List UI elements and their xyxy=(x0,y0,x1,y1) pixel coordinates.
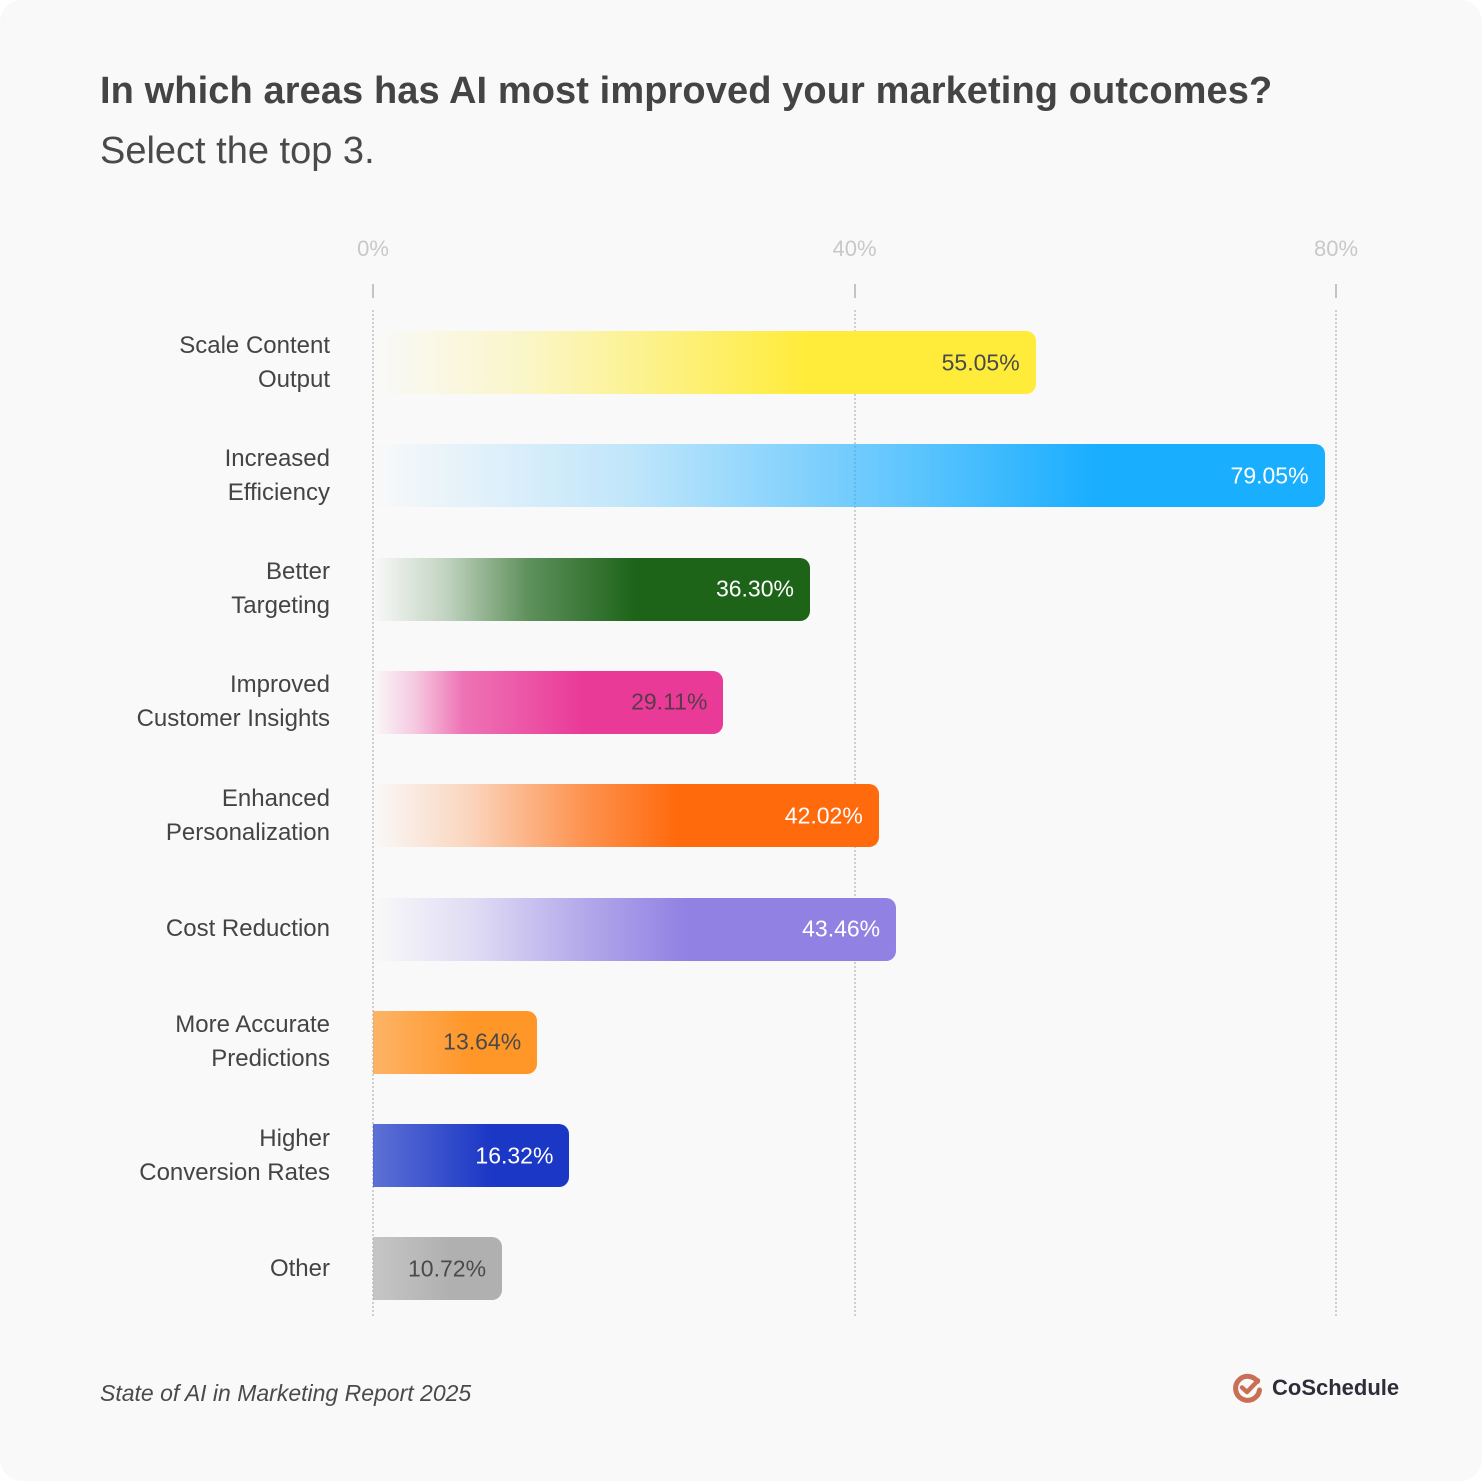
x-tick-label: 80% xyxy=(1313,236,1359,261)
brand-name: CoSchedule xyxy=(1272,1375,1400,1400)
category-label-line: Higher xyxy=(259,1124,330,1152)
bar: 42.02% xyxy=(373,784,879,848)
bar: 13.64% xyxy=(373,1010,538,1074)
category-label-line: Targeting xyxy=(231,592,330,620)
category-label-line: Customer Insights xyxy=(136,705,330,733)
category-label-line: Other xyxy=(269,1254,330,1282)
x-tick-mark xyxy=(372,284,374,298)
category-label-line: Cost Reduction xyxy=(165,915,330,942)
category-label-line: Personalization xyxy=(165,818,330,846)
brand-logo: CoSchedule xyxy=(1232,1372,1399,1404)
chart-subtitle: Select the top 3. xyxy=(100,130,375,172)
bar: 43.46% xyxy=(373,897,897,961)
category-label-line: Enhanced xyxy=(221,784,330,812)
category-label: Improved Customer Insights xyxy=(30,668,330,736)
coschedule-check-icon xyxy=(1233,1373,1262,1403)
category-label-line: More Accurate xyxy=(175,1011,330,1039)
x-tick-label: 0% xyxy=(357,236,389,261)
bar-value-label: 13.64% xyxy=(443,1028,522,1055)
bar-value-label: 29.11% xyxy=(631,688,708,715)
bar-value-label: 16.32% xyxy=(475,1142,554,1169)
bar-value-label: 55.05% xyxy=(941,349,1020,375)
category-label: Higher Conversion Rates xyxy=(30,1122,330,1190)
bar: 16.32% xyxy=(373,1124,570,1188)
category-label: Cost Reduction xyxy=(30,912,330,946)
category-label-line: Scale Content xyxy=(179,331,330,359)
category-label-line: Output xyxy=(257,365,330,393)
x-tick-mark xyxy=(853,284,856,298)
category-label-line: Conversion Rates xyxy=(139,1158,330,1186)
bar: 36.30% xyxy=(373,557,810,621)
category-label-line: Increased xyxy=(224,444,330,472)
category-label: Better Targeting xyxy=(30,555,330,623)
category-label-line: Improved xyxy=(229,671,330,699)
category-label: Enhanced Personalization xyxy=(30,782,330,850)
gridline xyxy=(1335,310,1337,1316)
category-label-line: Better xyxy=(265,558,330,586)
bar-value-label: 43.46% xyxy=(802,915,881,942)
category-label-line: Efficiency xyxy=(227,478,330,506)
category-label: Increased Efficiency xyxy=(30,442,330,510)
bar-value-label: 10.72% xyxy=(408,1255,487,1282)
x-tick-label: 40% xyxy=(832,236,877,261)
chart-title: In which areas has AI most improved your… xyxy=(100,70,1273,112)
bar: 10.72% xyxy=(373,1237,503,1301)
bar: 79.05% xyxy=(373,444,1325,508)
bar-value-label: 36.30% xyxy=(715,575,794,602)
category-label-line: Predictions xyxy=(211,1045,330,1073)
category-label: Other xyxy=(30,1252,330,1286)
category-label: More Accurate Predictions xyxy=(30,1008,330,1076)
category-label: Scale Content Output xyxy=(30,329,330,397)
bar: 55.05% xyxy=(373,331,1036,394)
source-caption: State of AI in Marketing Report 2025 xyxy=(100,1380,472,1406)
x-tick-mark xyxy=(1335,284,1337,298)
bar-value-label: 42.02% xyxy=(784,802,863,829)
bar: 29.11% xyxy=(373,670,724,734)
bar-value-label: 79.05% xyxy=(1230,462,1309,489)
